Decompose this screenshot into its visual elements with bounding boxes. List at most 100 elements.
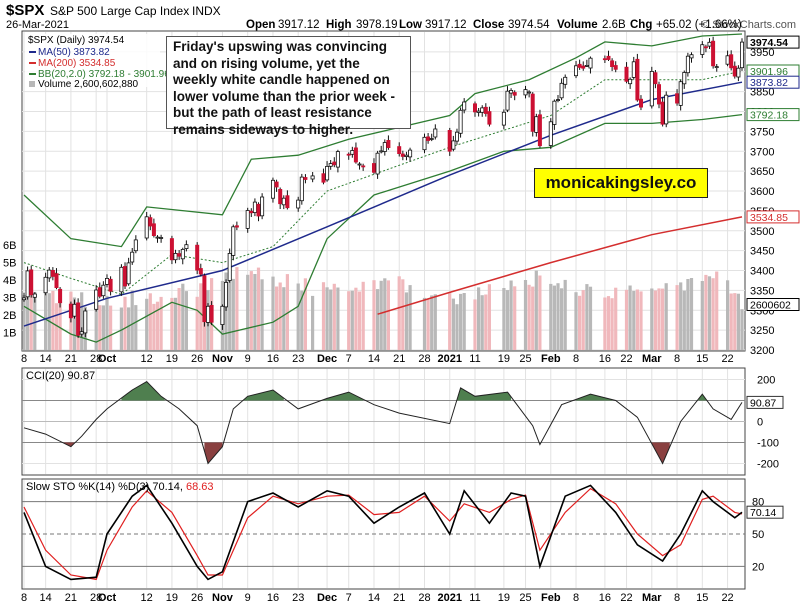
date-tick-label: 28 — [90, 353, 102, 365]
volume-bar — [430, 295, 434, 350]
price-tick-label: 3700 — [750, 146, 774, 158]
candle-body — [245, 210, 250, 229]
candle-body — [180, 248, 185, 260]
volume-bar — [224, 272, 228, 350]
cci-overbought-fill — [323, 392, 364, 401]
volume-bar — [549, 283, 553, 350]
volume-bar — [650, 288, 654, 350]
date-tick-label: 21 — [393, 592, 405, 604]
volume-bar — [502, 288, 506, 350]
volume-bar — [101, 305, 105, 350]
candle-body — [454, 131, 459, 142]
price-tick-label: 3400 — [750, 266, 774, 278]
date-tick-label: 16 — [599, 592, 611, 604]
volume-bar — [285, 274, 289, 350]
candle-body — [310, 175, 315, 180]
volume-bar — [58, 295, 62, 350]
candle-body — [530, 93, 535, 132]
candle-body — [234, 225, 239, 228]
volume-bar — [148, 293, 152, 350]
volume-bar — [134, 305, 138, 350]
candle-body — [133, 239, 138, 252]
date-tick-label: 2021 — [438, 592, 462, 604]
price-level-label: 3534.85 — [750, 212, 788, 224]
candle-body — [195, 244, 200, 271]
volume-bar — [664, 283, 668, 350]
date-tick-label: 15 — [696, 592, 708, 604]
candle-body — [299, 176, 304, 202]
date-tick-label: 23 — [292, 353, 304, 365]
candle-body — [574, 65, 579, 77]
date-tick-label: 25 — [519, 592, 531, 604]
candle-body — [433, 128, 438, 138]
volume-bar — [538, 275, 542, 350]
volume-bar — [228, 278, 232, 350]
candle-body — [382, 142, 387, 152]
price-tick-label: 3600 — [750, 186, 774, 198]
candle-body — [321, 173, 326, 183]
candle-body — [296, 199, 301, 209]
volume-bar — [44, 292, 48, 350]
candle-body — [155, 236, 160, 239]
volume-bar — [361, 281, 365, 350]
cci-line — [23, 380, 743, 465]
candle-body — [126, 262, 131, 285]
volume-bar — [480, 295, 484, 350]
volume-bar — [588, 286, 593, 350]
volume-bar — [357, 291, 362, 350]
cci-tick-label: 0 — [757, 417, 763, 429]
candle-body — [119, 266, 124, 293]
volume-last-label: 2600602 — [750, 300, 791, 312]
volume-bar — [98, 305, 102, 350]
price-tick-label: 3650 — [750, 166, 774, 178]
sto-d-line — [23, 487, 743, 581]
candle-body — [50, 269, 55, 277]
volume-bar — [321, 282, 326, 350]
volume-bar — [451, 298, 455, 350]
close-label: Close — [473, 19, 504, 31]
volume-bar — [303, 278, 307, 350]
high-label: High — [326, 19, 352, 31]
candle-body — [371, 163, 376, 173]
volume-bar — [94, 302, 98, 350]
date-tick-label: 8 — [674, 592, 680, 604]
candle-body — [534, 116, 539, 133]
candle-body — [346, 153, 351, 156]
volume-bar — [275, 286, 279, 350]
candle-body — [361, 165, 366, 168]
candle-body — [581, 65, 586, 69]
candle-body — [732, 65, 737, 77]
index-name: S&P 500 Large Cap Index — [50, 4, 189, 18]
volume-bar — [552, 285, 556, 350]
candle-body — [202, 275, 207, 323]
candle-body — [462, 101, 467, 111]
date-tick-label: 8 — [21, 353, 27, 365]
sto-title: Slow STO %K(14) %D(3) 70.14, 68.63 — [26, 481, 214, 493]
volume-bar — [181, 283, 185, 350]
candle-body — [54, 273, 59, 289]
date-tick-label: Dec — [317, 592, 337, 604]
chg-label: Chg — [630, 19, 652, 31]
volume-bar — [459, 293, 463, 350]
cci-overbought-fill — [457, 387, 512, 401]
candle-body — [537, 114, 542, 147]
date-tick-label: 19 — [498, 353, 510, 365]
volume-bar — [350, 290, 354, 350]
sto-tick-label: 80 — [752, 497, 764, 509]
candle-body — [47, 269, 52, 279]
volume-tick-label: 2B — [3, 310, 16, 322]
date-axis: 88141421212828OctOct121219192626NovNov99… — [21, 353, 734, 604]
volume-bar — [653, 290, 657, 350]
candle-body — [303, 177, 308, 180]
volume-bar — [704, 274, 708, 350]
candle-body — [252, 201, 257, 214]
legend-volume-swatch — [29, 81, 35, 87]
candle-body — [559, 82, 564, 99]
volume-bar — [729, 293, 733, 350]
date-tick-label: 23 — [292, 592, 304, 604]
volume-bar — [581, 290, 585, 350]
volume-bar — [679, 282, 683, 350]
volume-value: 2.6B — [602, 19, 626, 31]
candle-body — [256, 203, 261, 217]
date-tick-label: 25 — [519, 353, 531, 365]
